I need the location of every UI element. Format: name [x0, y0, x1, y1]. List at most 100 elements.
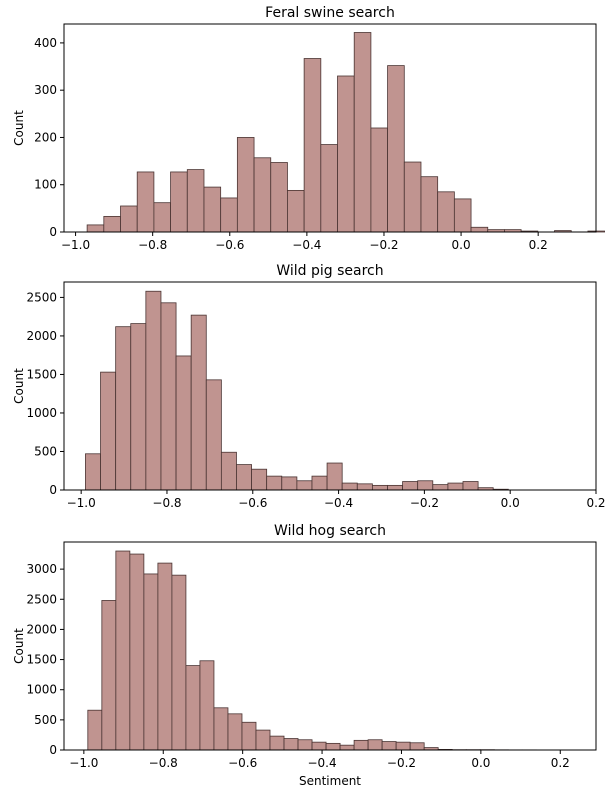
chart-title: Feral swine search	[265, 5, 395, 21]
histogram-bar	[297, 481, 312, 490]
histogram-bar	[326, 743, 340, 750]
x-tick-label: −0.4	[292, 238, 321, 252]
histogram-bar	[421, 177, 438, 232]
histogram-bar	[254, 158, 271, 232]
y-tick-label: 1000	[26, 683, 57, 697]
histogram-bar	[438, 192, 455, 232]
histogram-bar	[116, 327, 131, 490]
histogram-bar	[186, 666, 200, 750]
histogram-bar	[172, 575, 186, 750]
histogram-bar	[304, 59, 321, 232]
x-tick-label: −0.6	[238, 496, 267, 510]
x-tick-label: −1.0	[69, 756, 98, 770]
histogram-bar	[327, 463, 342, 490]
y-tick-label: 200	[34, 130, 57, 144]
histogram-bar	[131, 324, 146, 490]
x-tick-label: −0.2	[410, 496, 439, 510]
histogram-bar	[101, 372, 116, 490]
histogram-bar	[270, 736, 284, 750]
x-tick-label: −1.0	[67, 496, 96, 510]
histogram-bar	[448, 483, 463, 490]
histogram-bar	[372, 485, 387, 490]
histogram-bar	[102, 600, 116, 750]
histogram-bar	[396, 742, 410, 750]
histogram-bar	[237, 137, 254, 232]
histogram-bar	[121, 206, 138, 232]
histogram-bar	[321, 145, 338, 232]
histogram-bar	[371, 128, 388, 232]
histogram-bar	[221, 198, 238, 232]
histogram-bar	[187, 170, 204, 232]
histogram-bar	[338, 76, 355, 232]
y-tick-label: 100	[34, 178, 57, 192]
y-tick-label: 2500	[26, 592, 57, 606]
histogram-bar	[154, 203, 171, 232]
y-tick-label: 1000	[26, 406, 57, 420]
histogram-bar	[267, 476, 282, 490]
histogram-bar	[116, 551, 130, 750]
histogram-bar	[171, 172, 188, 232]
histogram-bar	[87, 225, 104, 232]
histogram-bar	[191, 315, 206, 490]
histogram-bar	[88, 710, 102, 750]
histogram-bar	[146, 291, 161, 490]
y-tick-label: 0	[49, 225, 57, 239]
y-tick-label: 400	[34, 36, 57, 50]
x-tick-label: −0.2	[369, 238, 398, 252]
y-tick-label: 0	[49, 743, 57, 757]
x-tick-label: 0.0	[471, 756, 490, 770]
x-tick-label: −0.6	[228, 756, 257, 770]
histogram-bar	[204, 187, 221, 232]
histogram-bars	[88, 551, 536, 750]
histogram-bars	[85, 291, 508, 490]
histogram-bar	[342, 483, 357, 490]
x-tick-label: −0.8	[149, 756, 178, 770]
y-tick-label: 2500	[26, 290, 57, 304]
histogram-bar	[382, 742, 396, 750]
y-tick-label: 2000	[26, 329, 57, 343]
histogram-bar	[471, 227, 488, 232]
x-tick-label: −0.2	[387, 756, 416, 770]
histogram-bar	[252, 469, 267, 490]
histogram-bar	[388, 66, 405, 232]
histogram-bar	[200, 661, 214, 750]
histogram-bar	[130, 554, 144, 750]
histogram-bar	[387, 485, 402, 490]
x-axis-label: Sentiment	[299, 774, 361, 788]
histogram-bar	[418, 481, 433, 490]
histogram-bar	[298, 740, 312, 750]
histogram-bar	[354, 33, 371, 232]
histogram-bar	[228, 714, 242, 750]
histogram-bar	[357, 484, 372, 490]
y-tick-label: 0	[49, 483, 57, 497]
histogram-bar	[206, 380, 221, 490]
histogram-bar	[256, 730, 270, 750]
histogram-bar	[137, 172, 154, 232]
histogram-bar	[161, 303, 176, 490]
histogram-bar	[410, 743, 424, 750]
histogram-bar	[144, 574, 158, 750]
histogram-bar	[287, 190, 304, 232]
y-tick-label: 1500	[26, 653, 57, 667]
histogram-bar	[433, 485, 448, 490]
histogram-bar	[403, 482, 418, 490]
histogram-bar	[221, 452, 236, 490]
y-tick-label: 300	[34, 83, 57, 97]
x-tick-label: 0.2	[529, 238, 548, 252]
histogram-bar	[312, 742, 326, 750]
histogram-bar	[176, 356, 191, 490]
histogram-bars	[87, 33, 604, 232]
histogram-bar	[354, 740, 368, 750]
histogram-bar	[236, 465, 251, 490]
y-tick-label: 500	[34, 444, 57, 458]
histogram-bar	[158, 563, 172, 750]
y-tick-label: 500	[34, 713, 57, 727]
y-tick-label: 2000	[26, 622, 57, 636]
histogram-bar	[271, 163, 288, 232]
y-tick-label: 3000	[26, 562, 57, 576]
